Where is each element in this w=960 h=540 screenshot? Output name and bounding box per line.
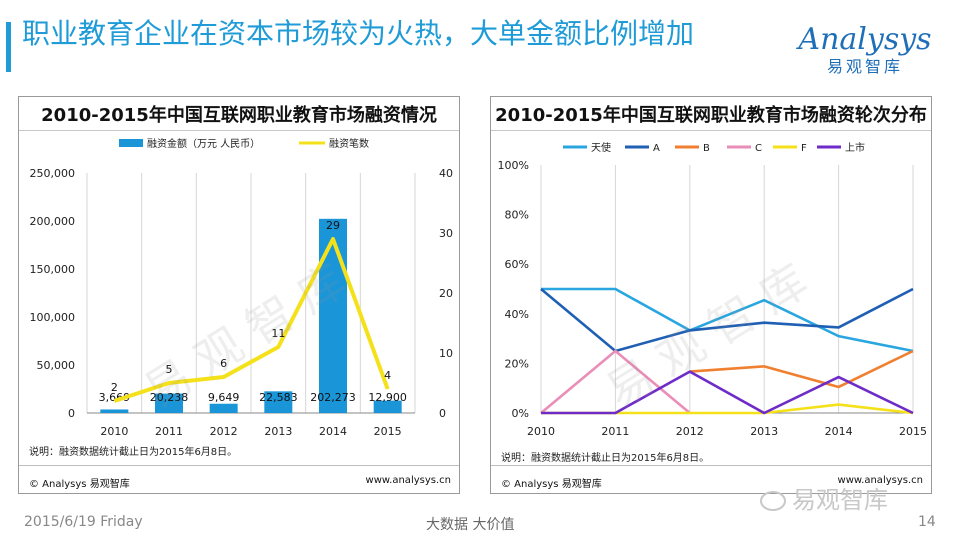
line-label-2013: 11	[271, 327, 285, 340]
y-right-tick-label: 0	[439, 407, 446, 420]
x-tick-label: 2015	[899, 425, 927, 438]
footer-bar: 2015/6/19 Friday 大数据 大价值 14	[0, 510, 960, 540]
bar-label-2010: 3,669	[99, 391, 131, 404]
funding-chart-title: 2010-2015年中国互联网职业教育市场融资情况	[41, 105, 437, 126]
x-tick-label: 2012	[676, 425, 704, 438]
line-label-2010: 2	[111, 381, 118, 394]
y-tick-label: 40%	[505, 308, 529, 321]
legend-label-B: B	[703, 143, 710, 154]
y-tick-label: 0%	[512, 407, 529, 420]
series-line-B	[689, 349, 914, 389]
bar-label-2015: 12,900	[368, 391, 407, 404]
y-left-tick-label: 50,000	[37, 359, 76, 372]
x-tick-label: 2010	[527, 425, 555, 438]
x-tick-label: 2010	[100, 425, 128, 438]
line-label-2014: 29	[326, 219, 340, 232]
y-left-tick-label: 0	[68, 407, 75, 420]
series-line-C	[540, 349, 691, 414]
wechat-label: 易观智库	[792, 486, 888, 514]
page-title: 职业教育企业在资本市场较为火热，大单金额比例增加	[22, 17, 695, 50]
rounds-chart: 天使 A B C F 上市 0% 20% 40% 60% 80% 100% 2010 2011 2012 20…	[498, 141, 927, 438]
series-line-A	[540, 287, 914, 353]
y-right-tick-label: 10	[439, 347, 453, 360]
funding-chart: 融资金额（万元 人民币） 融资笔数050,000100,000150,000200…	[30, 137, 454, 438]
legend-label-F: F	[801, 143, 807, 154]
wechat-icon	[760, 491, 786, 511]
y-left-tick-label: 250,000	[30, 167, 76, 180]
y-left-tick-label: 200,000	[30, 215, 76, 228]
bar-amount-2014	[319, 218, 347, 413]
x-tick-label: 2013	[264, 425, 292, 438]
y-right-tick-label: 20	[439, 287, 453, 300]
x-tick-label: 2011	[601, 425, 629, 438]
series-line-上市	[541, 370, 914, 415]
wechat-watermark: 易观智库	[760, 480, 888, 515]
bar-amount-2012	[209, 403, 238, 413]
line-count	[113, 237, 390, 403]
brand-logo-text: Analysys	[798, 22, 932, 57]
bar-amount-2010	[100, 409, 129, 413]
line-label-2015: 4	[384, 369, 391, 382]
page-number: 14	[918, 514, 936, 530]
y-tick-label: 20%	[505, 357, 529, 370]
panel-footer-divider	[19, 465, 459, 466]
legend-label-C: C	[755, 143, 762, 154]
bar-amount-2011	[155, 393, 183, 413]
panel-footer-divider	[491, 465, 931, 466]
legend-label-天使: 天使	[591, 141, 611, 154]
legend-label-A: A	[653, 143, 660, 154]
y-tick-label: 100%	[498, 159, 529, 172]
panel-header: 2010-2015年中国互联网职业教育市场融资情况	[19, 97, 459, 131]
series-line-天使	[541, 287, 914, 353]
x-tick-label: 2015	[374, 425, 402, 438]
legend-label-amount: 融资金额（万元 人民币）	[147, 137, 260, 150]
rounds-chart-note: 说明：融资数据统计截止日为2015年6月8日。	[501, 453, 710, 464]
x-tick-label: 2014	[825, 425, 853, 438]
title-accent-bar	[6, 22, 11, 72]
bar-label-2014: 202,273	[310, 391, 356, 404]
footer-date: 2015/6/19 Friday	[24, 514, 143, 530]
website-label: www.analysys.cn	[365, 475, 451, 486]
brand-logo: Analysys 易观智库	[790, 24, 940, 84]
bar-amount-2015	[373, 400, 402, 413]
y-right-tick-label: 30	[439, 227, 453, 240]
line-label-2012: 6	[220, 357, 227, 370]
website-label: www.analysys.cn	[837, 475, 923, 486]
rounds-chart-panel: 2010-2015年中国互联网职业教育市场融资轮次分布 天使 A B C F 上市 0% 20…	[490, 96, 932, 494]
x-tick-label: 2012	[210, 425, 238, 438]
funding-chart-panel: 2010-2015年中国互联网职业教育市场融资情况 融资金额（万元 人民币） 融资…	[18, 96, 460, 494]
x-tick-label: 2013	[750, 425, 778, 438]
y-left-tick-label: 150,000	[30, 263, 76, 276]
bar-label-2013: 22,583	[259, 391, 298, 404]
y-right-tick-label: 40	[439, 167, 453, 180]
funding-chart-note: 说明：融资数据统计截止日为2015年6月8日。	[29, 447, 238, 458]
y-left-tick-label: 100,000	[30, 311, 76, 324]
brand-subtitle: 易观智库	[826, 57, 903, 76]
x-tick-label: 2014	[319, 425, 347, 438]
bar-label-2012: 9,649	[208, 391, 240, 404]
x-tick-label: 2011	[155, 425, 183, 438]
panel-header: 2010-2015年中国互联网职业教育市场融资轮次分布	[491, 97, 931, 131]
rounds-chart-title: 2010-2015年中国互联网职业教育市场融资轮次分布	[495, 105, 927, 126]
legend-swatch-amount	[119, 139, 143, 147]
bar-label-2011: 20,238	[150, 391, 189, 404]
legend-label-count: 融资笔数	[329, 137, 369, 150]
line-label-2011: 5	[166, 363, 173, 376]
y-tick-label: 80%	[505, 209, 529, 222]
source-label: © Analysys 易观智库	[29, 479, 130, 490]
source-label: © Analysys 易观智库	[501, 479, 602, 490]
legend-label-上市: 上市	[845, 141, 865, 154]
footer-slogan: 大数据 大价值	[426, 517, 515, 533]
bar-amount-2013	[264, 391, 293, 413]
y-tick-label: 60%	[505, 258, 529, 271]
